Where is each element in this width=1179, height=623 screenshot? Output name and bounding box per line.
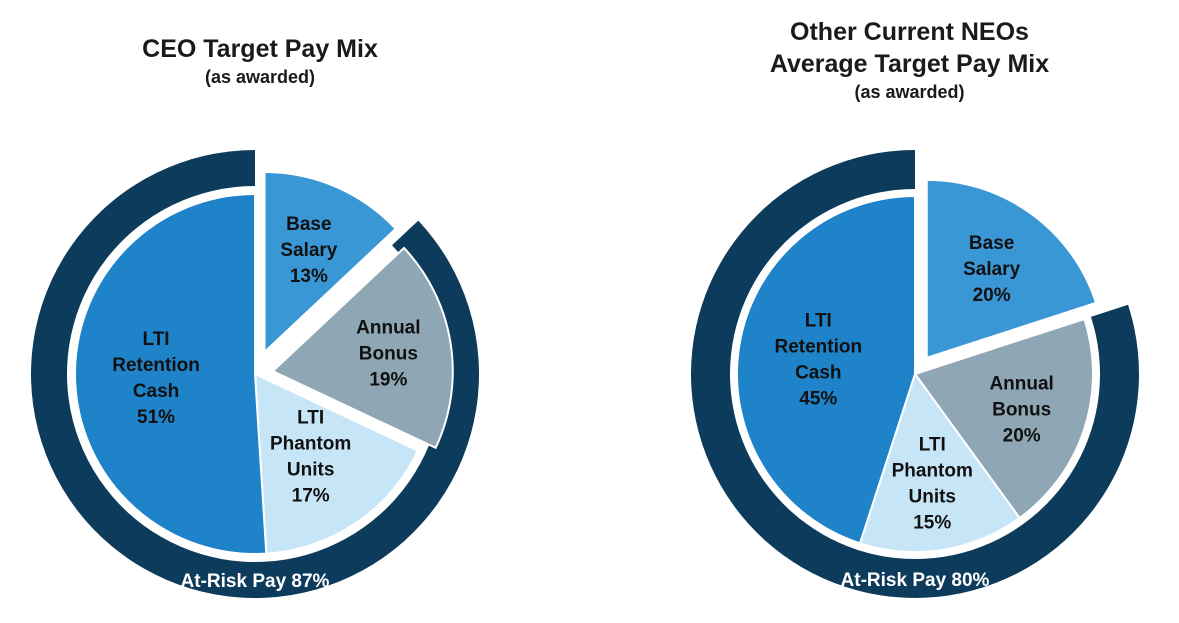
slice-label: Base Salary 13% <box>280 214 337 287</box>
neo-pie-svg: Base Salary 20% Annual Bonus 20%LTI Phantom Uni… <box>691 150 1139 598</box>
pie-slice <box>74 192 268 555</box>
pie-slice <box>253 372 420 555</box>
ceo-chart-subtitle: (as awarded) <box>204 67 316 87</box>
slice-label: LTI Phantom Units 15% <box>892 435 973 534</box>
ceo-pay-mix-chart: CEO Target Pay Mix (as awarded) Base Sala… <box>0 0 520 623</box>
ceo-chart-title: CEO Target Pay Mix <box>142 35 378 63</box>
slice-label: LTI Retention Cash 51% <box>112 329 200 428</box>
neo-chart-title-block: Other Current NEOs Average Target Pay Mi… <box>640 16 1179 104</box>
slice-label: Annual Bonus 20% <box>989 373 1053 446</box>
pie-slice <box>925 178 1098 360</box>
neo-pay-mix-chart: Other Current NEOs Average Target Pay Mi… <box>640 0 1179 623</box>
neo-chart-title-line-2: Average Target Pay Mix <box>769 50 1050 78</box>
pie-slice <box>913 317 1094 520</box>
pie-slice <box>858 371 1022 553</box>
slice-label: Annual Bonus 19% <box>356 318 420 391</box>
ceo-pie-svg: Base Salary 13% Annual Bonus 19%LTI Phantom Uni… <box>30 150 480 599</box>
slice-label: Base Salary 20% <box>963 233 1020 306</box>
slice-label: LTI Retention Cash 45% <box>775 310 863 409</box>
pie-slice <box>271 246 454 450</box>
at-risk-label: At-Risk Pay 80% <box>841 570 990 591</box>
ceo-chart-title-block: CEO Target Pay Mix (as awarded) <box>0 33 520 89</box>
pie-slice <box>736 194 916 545</box>
slice-label: LTI Phantom Units 17% <box>270 408 351 507</box>
neo-chart-subtitle: (as awarded) <box>854 82 965 102</box>
at-risk-label: At-Risk Pay 87% <box>181 571 330 592</box>
neo-chart-title-line-1: Other Current NEOs <box>790 18 1029 46</box>
pie-slice <box>263 170 398 355</box>
